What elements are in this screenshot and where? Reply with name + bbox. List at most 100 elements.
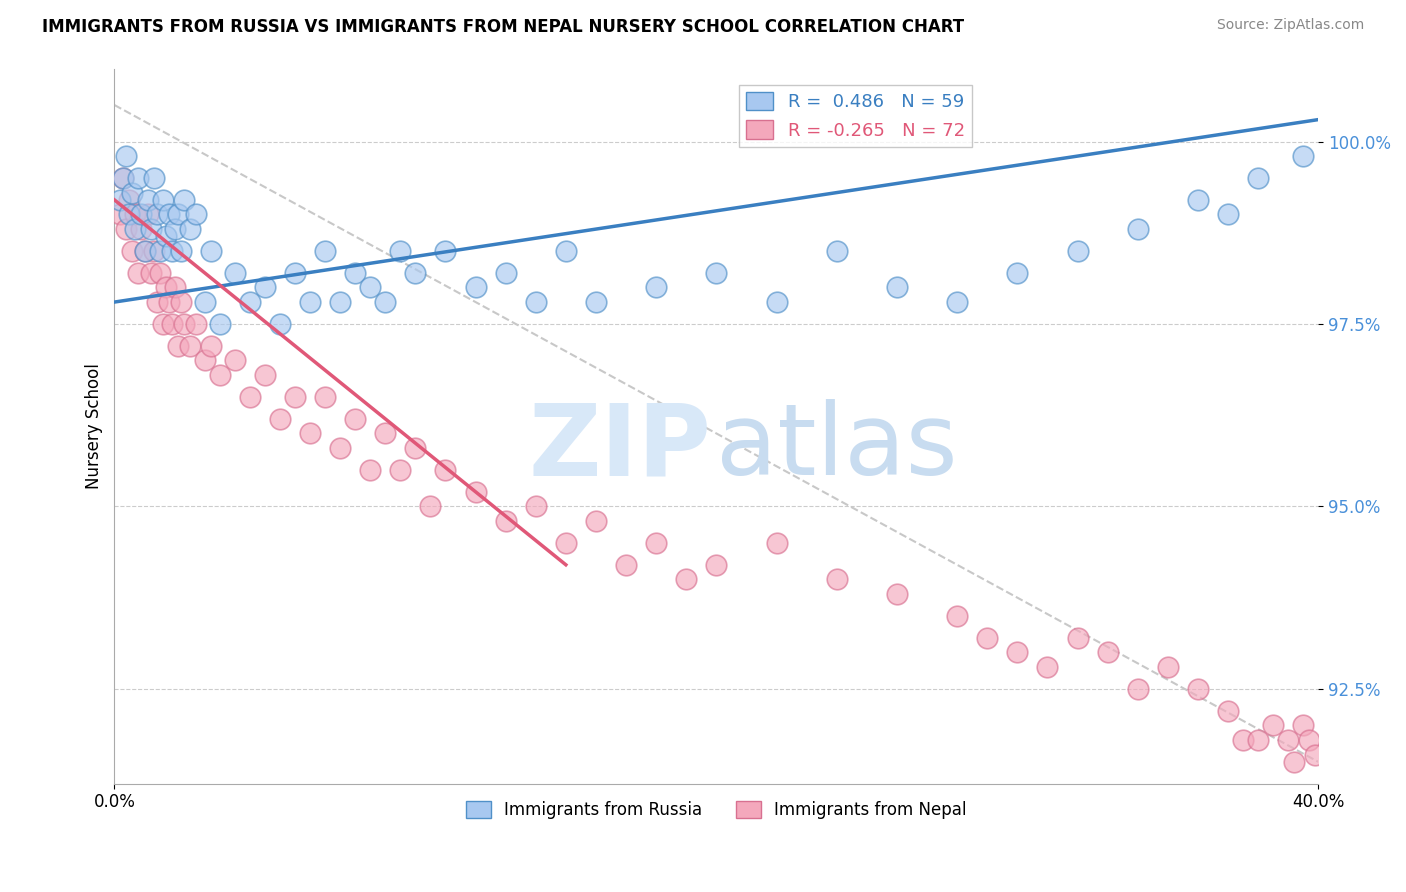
Point: [1036, 660, 1059, 674]
Point: [1292, 718, 1315, 732]
Point: [112, 171, 135, 186]
Point: [224, 266, 246, 280]
Point: [886, 587, 908, 601]
Point: [142, 244, 165, 258]
Point: [585, 514, 607, 528]
Point: [359, 463, 381, 477]
Point: [160, 244, 183, 258]
Point: [389, 244, 412, 258]
Point: [179, 222, 201, 236]
Point: [1066, 631, 1088, 645]
Point: [1216, 207, 1239, 221]
Point: [127, 266, 149, 280]
Point: [224, 353, 246, 368]
Point: [200, 339, 222, 353]
Point: [675, 573, 697, 587]
Point: [169, 244, 191, 258]
Point: [765, 295, 787, 310]
Text: Source: ZipAtlas.com: Source: ZipAtlas.com: [1216, 18, 1364, 32]
Point: [404, 266, 426, 280]
Point: [389, 463, 412, 477]
Point: [155, 229, 177, 244]
Point: [145, 295, 167, 310]
Point: [184, 317, 207, 331]
Point: [118, 207, 141, 221]
Point: [269, 412, 291, 426]
Point: [173, 317, 195, 331]
Point: [208, 368, 231, 382]
Point: [464, 484, 486, 499]
Point: [434, 244, 457, 258]
Point: [645, 280, 668, 294]
Point: [1303, 747, 1326, 762]
Point: [374, 295, 396, 310]
Point: [115, 222, 138, 236]
Point: [194, 353, 217, 368]
Text: ZIP: ZIP: [529, 399, 711, 496]
Point: [1097, 645, 1119, 659]
Point: [208, 317, 231, 331]
Point: [554, 244, 576, 258]
Point: [886, 280, 908, 294]
Text: IMMIGRANTS FROM RUSSIA VS IMMIGRANTS FROM NEPAL NURSERY SCHOOL CORRELATION CHART: IMMIGRANTS FROM RUSSIA VS IMMIGRANTS FRO…: [42, 18, 965, 36]
Point: [169, 295, 191, 310]
Point: [359, 280, 381, 294]
Point: [344, 412, 367, 426]
Point: [1157, 660, 1180, 674]
Point: [524, 500, 547, 514]
Point: [434, 463, 457, 477]
Point: [704, 266, 727, 280]
Point: [239, 390, 262, 404]
Point: [614, 558, 637, 572]
Point: [118, 193, 141, 207]
Point: [1298, 733, 1320, 747]
Point: [163, 222, 186, 236]
Point: [314, 390, 336, 404]
Point: [645, 536, 668, 550]
Point: [184, 207, 207, 221]
Point: [825, 573, 848, 587]
Point: [152, 317, 174, 331]
Point: [1247, 171, 1270, 186]
Point: [314, 244, 336, 258]
Point: [136, 193, 159, 207]
Point: [110, 193, 132, 207]
Point: [139, 222, 162, 236]
Point: [145, 207, 167, 221]
Point: [163, 280, 186, 294]
Point: [1126, 222, 1149, 236]
Point: [419, 500, 441, 514]
Point: [239, 295, 262, 310]
Point: [329, 441, 352, 455]
Point: [1007, 266, 1029, 280]
Point: [194, 295, 217, 310]
Point: [121, 244, 143, 258]
Point: [253, 368, 276, 382]
Point: [155, 280, 177, 294]
Point: [299, 426, 322, 441]
Point: [946, 608, 969, 623]
Point: [825, 244, 848, 258]
Point: [495, 514, 517, 528]
Point: [152, 193, 174, 207]
Point: [127, 171, 149, 186]
Point: [173, 193, 195, 207]
Point: [404, 441, 426, 455]
Point: [1126, 681, 1149, 696]
Point: [131, 207, 153, 221]
Point: [136, 207, 159, 221]
Point: [134, 244, 156, 258]
Point: [121, 186, 143, 200]
Point: [464, 280, 486, 294]
Point: [1261, 718, 1284, 732]
Point: [148, 244, 170, 258]
Point: [1066, 244, 1088, 258]
Point: [166, 339, 188, 353]
Point: [1282, 755, 1305, 769]
Point: [524, 295, 547, 310]
Point: [1292, 149, 1315, 163]
Point: [160, 317, 183, 331]
Point: [704, 558, 727, 572]
Y-axis label: Nursery School: Nursery School: [86, 363, 103, 489]
Point: [495, 266, 517, 280]
